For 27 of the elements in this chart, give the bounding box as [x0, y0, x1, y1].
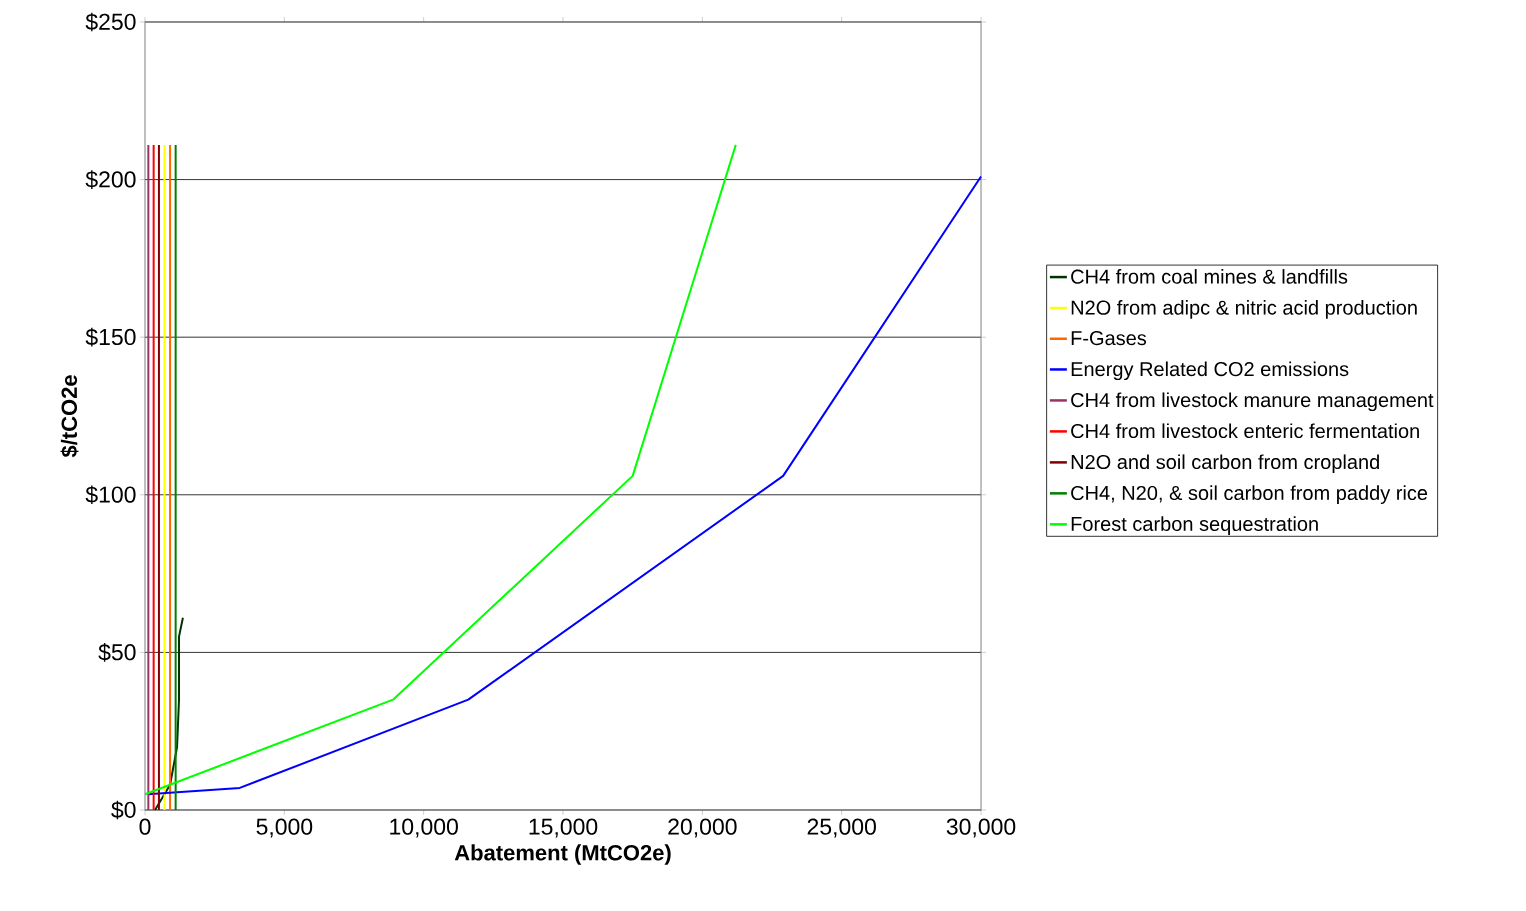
x-tick-label: 20,000: [668, 818, 737, 838]
legend-label: N2O from adipc & nitric acid production: [1071, 300, 1417, 319]
legend-label: Energy Related CO2 emissions: [1071, 361, 1349, 381]
legend-label: CH4 from livestock manure management: [1071, 392, 1434, 412]
legend-label: Forest carbon sequestration: [1071, 516, 1318, 535]
y-tick-label: $50: [98, 643, 136, 662]
line-series: [144, 143, 737, 796]
legend-label: CH4 from livestock enteric fermentation: [1071, 423, 1419, 439]
y-tick-label: $0: [111, 800, 136, 820]
line-series: [146, 175, 983, 796]
x-axis-title: Abatement (MtCO2e): [454, 844, 671, 865]
legend-label: CH4 from coal mines & landfills: [1071, 269, 1348, 284]
y-tick-label: $250: [85, 12, 136, 32]
x-tick-label: 0: [139, 818, 151, 835]
x-tick-label: 25,000: [807, 818, 876, 838]
y-tick-label: $100: [85, 485, 136, 505]
x-tick-label: 5,000: [256, 818, 313, 838]
x-tick-label: 10,000: [390, 818, 458, 838]
y-axis-title: $/tCO2e: [60, 375, 79, 458]
y-tick-label: $150: [85, 327, 136, 347]
legend-label: CH4, N20, & soil carbon from paddy rice: [1071, 485, 1428, 505]
x-tick-label: 15,000: [529, 818, 598, 838]
legend-label: N2O and soil carbon from cropland: [1071, 454, 1379, 474]
x-tick-label: 30,000: [946, 818, 1016, 838]
line-series: [154, 616, 184, 811]
legend-label: F-Gases: [1071, 331, 1147, 346]
y-tick-label: $200: [85, 170, 136, 189]
